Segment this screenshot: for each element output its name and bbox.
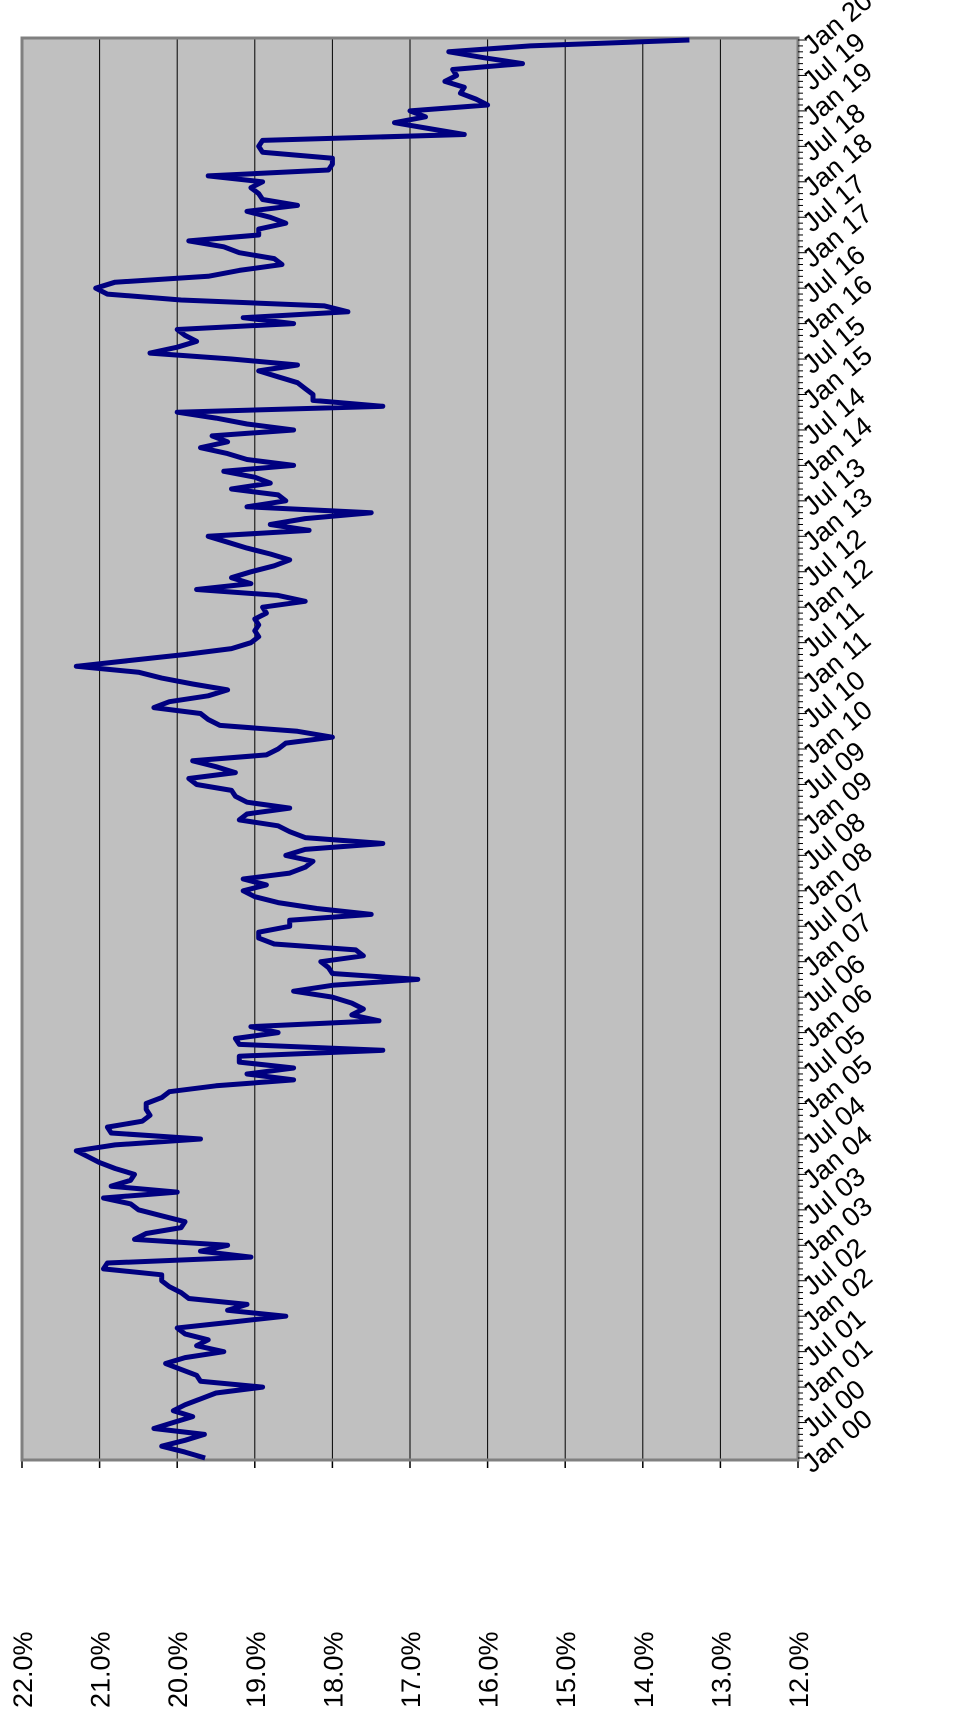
value-tick-label: 12.0% — [784, 1631, 814, 1708]
data-line — [73, 37, 690, 1461]
value-tick-label: 13.0% — [706, 1631, 736, 1708]
value-tick-label: 14.0% — [629, 1631, 659, 1708]
value-tick-label: 19.0% — [241, 1631, 271, 1708]
value-tick-label: 15.0% — [551, 1631, 581, 1708]
value-tick-label: 21.0% — [86, 1631, 116, 1708]
value-tick-label: 16.0% — [474, 1631, 504, 1708]
value-tick-label: 20.0% — [163, 1631, 193, 1708]
value-tick-label: 18.0% — [318, 1631, 348, 1708]
value-tick-label: 22.0% — [8, 1631, 38, 1708]
value-tick-label: 17.0% — [396, 1631, 426, 1708]
